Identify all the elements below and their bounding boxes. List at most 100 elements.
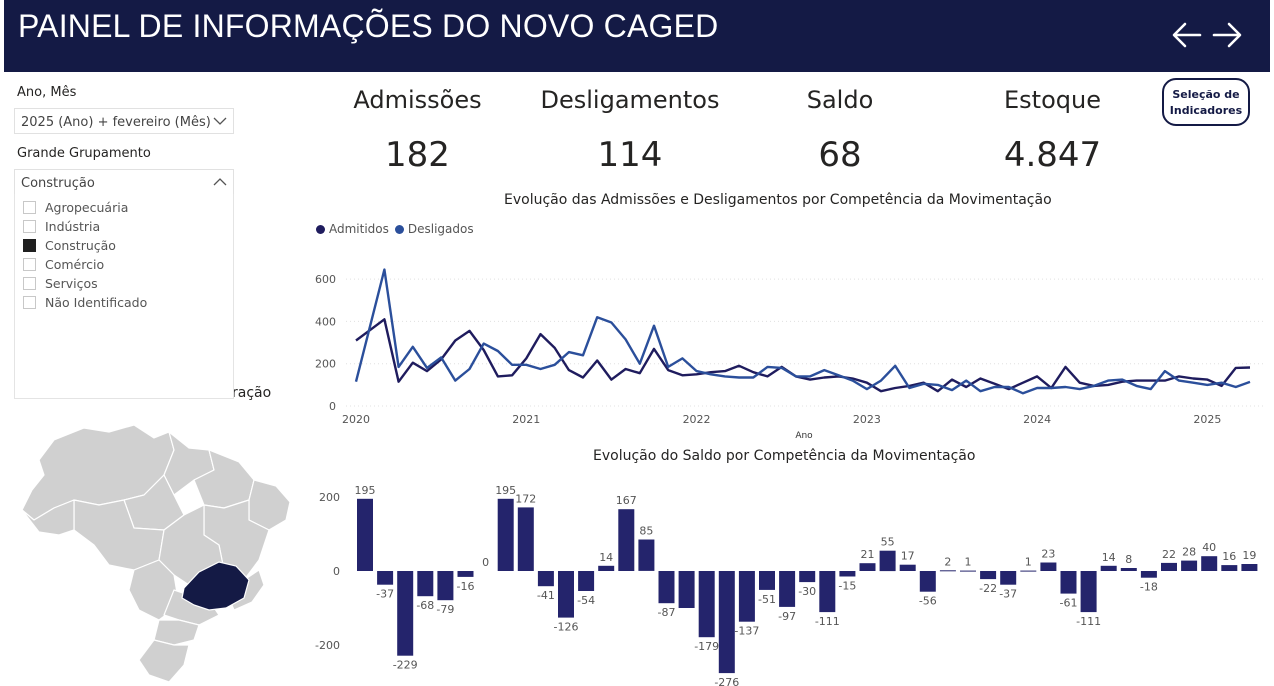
x-tick-label: 2022 (683, 413, 711, 426)
bar (678, 571, 695, 608)
period-filter-label: Ano, Mês (17, 85, 77, 100)
group-option-nao-identificado[interactable]: Não Identificado (23, 293, 147, 311)
bar (1221, 565, 1238, 571)
bar (377, 571, 394, 585)
bar-data-label: 1 (1025, 556, 1032, 569)
bar (859, 563, 876, 571)
bar-data-label: -137 (734, 625, 759, 638)
y-tick-label: -200 (315, 639, 340, 652)
line-chart[interactable]: 0 200 400 600 2020 2021 2022 2023 2024 2025 Ano (300, 240, 1270, 445)
bar-data-label: 14 (599, 551, 613, 564)
bar-data-label: 195 (355, 484, 376, 497)
kpi-admissoes-label: Admissões (353, 86, 482, 114)
bar (1060, 571, 1077, 594)
line-chart-legend: Admitidos Desligados (316, 222, 480, 236)
bar (819, 571, 836, 613)
bar (357, 498, 373, 571)
bar-data-label: -97 (778, 610, 796, 623)
bar (457, 571, 474, 577)
bar (1100, 565, 1117, 571)
bar (1040, 562, 1057, 571)
bar-data-label: -41 (537, 589, 555, 602)
indicator-button-line2: Indicadores (1169, 104, 1243, 117)
checkbox-checked[interactable] (23, 238, 36, 252)
bar-data-label: 172 (515, 492, 536, 505)
checkbox[interactable] (23, 257, 36, 271)
bar (397, 571, 414, 656)
x-tick-label: 2025 (1193, 413, 1221, 426)
arrow-left-icon[interactable] (1170, 18, 1204, 52)
header-bar: PAINEL DE INFORMAÇÕES DO NOVO CAGED (4, 0, 1270, 72)
bar (879, 550, 896, 572)
group-option-construcao[interactable]: Construção (23, 236, 116, 254)
bar (1140, 571, 1157, 578)
bar (578, 571, 595, 591)
legend-item-desligados[interactable]: Desligados (394, 222, 474, 236)
bar-data-label: -61 (1060, 597, 1078, 610)
bar-data-label: 85 (639, 525, 653, 538)
series-line-desligados (354, 268, 1251, 395)
x-tick-label: 2020 (342, 413, 370, 426)
option-label: Comércio (45, 256, 105, 272)
y-tick-label: 600 (315, 273, 336, 286)
bar-data-label: -179 (694, 640, 719, 653)
bar-data-label: -15 (838, 580, 856, 593)
legend-marker (316, 224, 325, 234)
chevron-down-icon (213, 117, 227, 125)
y-tick-label: 200 (319, 491, 340, 504)
option-label: Não Identificado (45, 294, 148, 310)
bar-data-label: 1 (965, 556, 972, 569)
bar-data-label: -87 (658, 606, 676, 619)
group-option-agropecuaria[interactable]: Agropecuária (23, 198, 128, 216)
map-region-minas-gerais (181, 561, 250, 611)
bar (779, 571, 796, 607)
bar-data-label: -111 (815, 615, 840, 628)
bar-data-label: -22 (979, 582, 997, 595)
y-tick-label: 400 (315, 315, 336, 328)
legend-label: Admitidos (329, 222, 389, 236)
period-dropdown[interactable]: 2025 (Ano) + fevereiro (Mês) (14, 108, 234, 134)
bar-data-label: -276 (714, 676, 739, 686)
bar-data-label: 22 (1162, 548, 1176, 561)
bar-data-label: -16 (457, 580, 475, 593)
legend-label: Desligados (407, 222, 474, 236)
x-tick-label: 2023 (853, 413, 881, 426)
bar-data-label: 167 (616, 494, 637, 507)
brazil-map[interactable] (14, 420, 299, 686)
bar (437, 571, 454, 601)
map-region-rs (138, 639, 190, 683)
checkbox[interactable] (23, 276, 36, 290)
bar (517, 507, 534, 571)
bar-data-label: -37 (376, 588, 394, 601)
bar (1120, 568, 1137, 571)
bar (939, 570, 956, 572)
bar-data-label: 55 (881, 536, 895, 549)
map-title: ração (232, 385, 272, 401)
indicator-button-line1: Seleção de (1172, 88, 1240, 101)
bar (1161, 562, 1177, 571)
checkbox[interactable] (23, 295, 36, 309)
bar-data-label: -37 (999, 588, 1017, 601)
bar-data-label: 19 (1242, 549, 1256, 562)
bar (1080, 571, 1097, 613)
group-option-industria[interactable]: Indústria (23, 217, 100, 235)
bar (497, 498, 514, 571)
bar (1241, 564, 1258, 571)
bar-data-label: 0 (482, 556, 489, 569)
option-label: Agropecuária (45, 199, 129, 215)
group-dropdown[interactable]: Construção (14, 169, 234, 195)
group-option-servicos[interactable]: Serviços (23, 274, 98, 292)
option-label: Construção (45, 237, 116, 253)
checkbox[interactable] (23, 200, 36, 214)
checkbox[interactable] (23, 219, 36, 233)
group-options-list: Agropecuária Indústria Construção Comérc… (14, 194, 234, 399)
bar (899, 564, 916, 571)
group-option-comercio[interactable]: Comércio (23, 255, 104, 273)
arrow-right-icon[interactable] (1210, 18, 1244, 52)
bar (759, 571, 775, 590)
bar-data-label: -126 (554, 621, 579, 634)
legend-item-admitidos[interactable]: Admitidos (316, 222, 389, 236)
bar-data-label: 195 (495, 484, 516, 497)
indicator-selection-button[interactable]: Seleção de Indicadores (1162, 78, 1250, 126)
